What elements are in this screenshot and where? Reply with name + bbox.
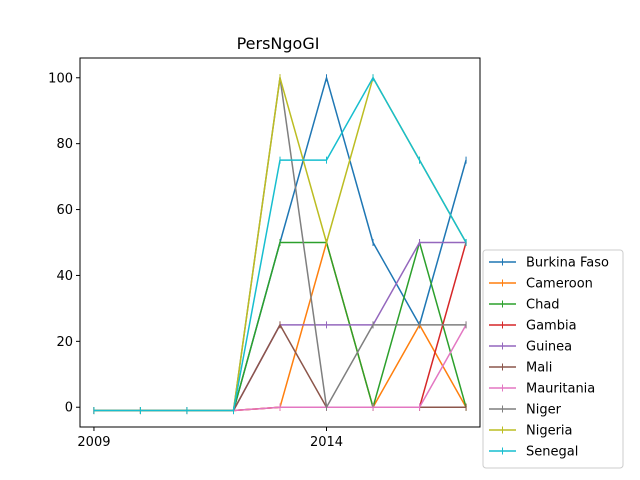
x-axis: 2009 2014 xyxy=(77,427,343,450)
legend-item: Guinea xyxy=(489,340,572,355)
legend-item: Chad xyxy=(489,298,560,313)
legend-label: Burkina Faso xyxy=(526,256,609,271)
legend-item: Niger xyxy=(489,403,562,418)
x-tick-label: 2014 xyxy=(310,435,343,450)
legend-label: Guinea xyxy=(526,340,572,355)
series-mauritania xyxy=(93,321,467,415)
legend-label: Mali xyxy=(526,361,552,376)
y-tick-label: 0 xyxy=(65,401,73,416)
x-tick-label: 2009 xyxy=(77,435,110,450)
legend: Burkina Faso Cameroon Chad Gambia Guinea Mali… xyxy=(482,249,624,469)
y-axis: 0 20 40 60 80 100 xyxy=(48,71,80,416)
plot-frame xyxy=(79,57,481,428)
legend-label: Senegal xyxy=(526,445,578,460)
y-tick-label: 20 xyxy=(56,335,73,350)
legend-item: Nigeria xyxy=(489,424,573,439)
y-tick-label: 40 xyxy=(56,269,73,284)
y-tick-label: 60 xyxy=(56,203,73,218)
legend-label: Gambia xyxy=(526,319,577,334)
chart-title: PersNgoGI xyxy=(237,34,320,53)
legend-box xyxy=(482,249,624,469)
legend-label: Mauritania xyxy=(526,382,595,397)
y-tick-label: 80 xyxy=(56,137,73,152)
legend-item: Mali xyxy=(489,361,552,376)
series-mali xyxy=(93,321,467,415)
plot-area: 2009 2014 0 20 40 60 80 100 xyxy=(48,57,481,450)
series-senegal xyxy=(93,74,467,415)
legend-item: Cameroon xyxy=(489,277,593,292)
series-line-mauritania xyxy=(93,324,467,412)
legend-label: Niger xyxy=(526,403,562,418)
legend-label: Chad xyxy=(526,298,560,313)
legend-item: Burkina Faso xyxy=(489,256,609,271)
legend-label: Nigeria xyxy=(526,424,573,439)
series-line-mali xyxy=(93,324,467,412)
legend-item: Mauritania xyxy=(489,382,595,397)
legend-item: Senegal xyxy=(489,445,578,460)
legend-item: Gambia xyxy=(489,319,577,334)
legend-label: Cameroon xyxy=(526,277,593,292)
y-tick-label: 100 xyxy=(48,71,73,86)
series-layer xyxy=(93,74,467,415)
